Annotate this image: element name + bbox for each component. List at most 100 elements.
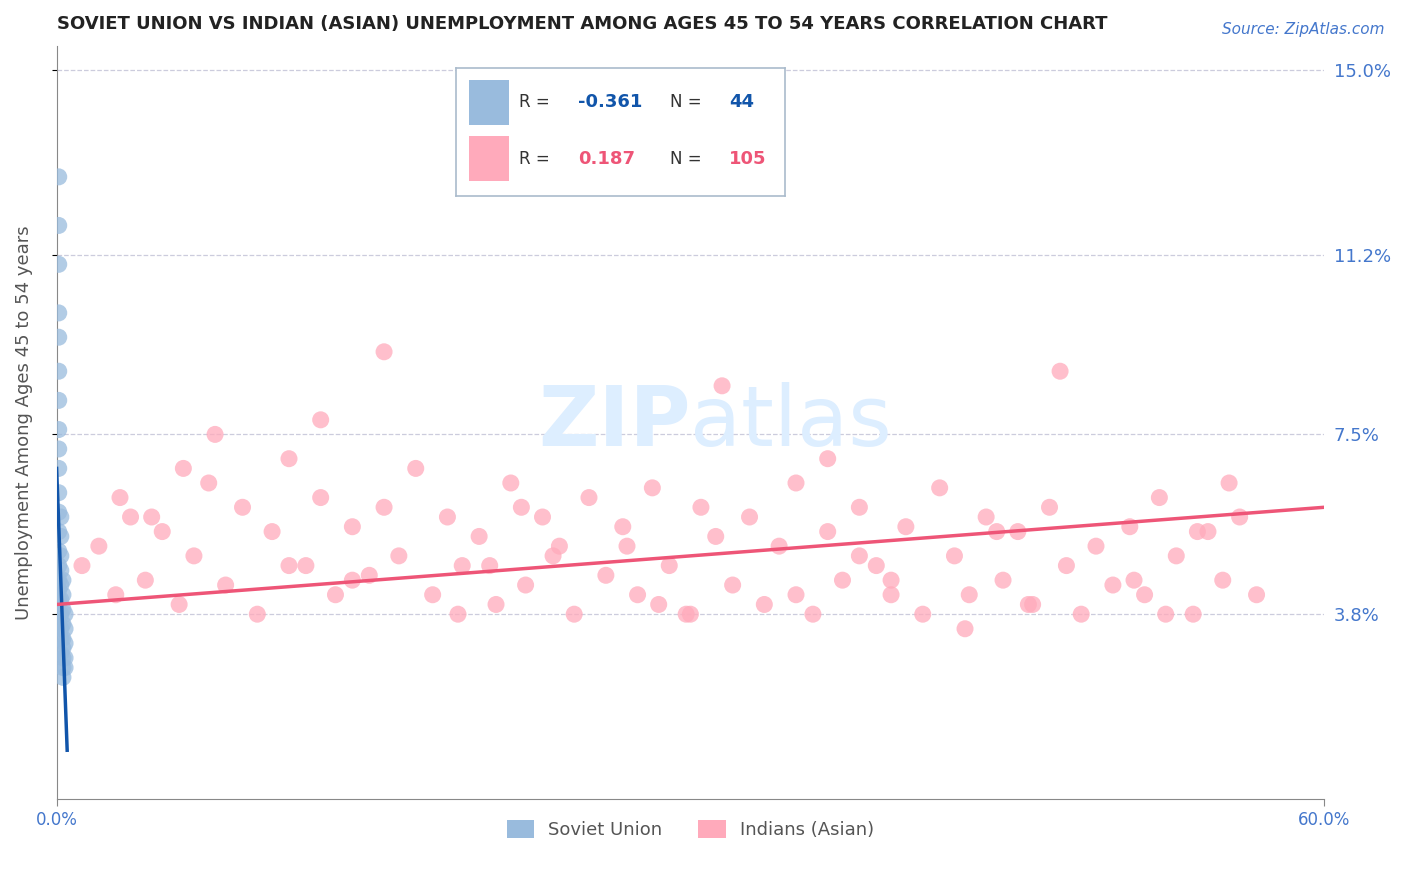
Point <box>405 461 427 475</box>
Point <box>1054 558 1077 573</box>
Text: ZIP: ZIP <box>538 382 690 463</box>
Point <box>48 544 70 558</box>
Point <box>309 413 332 427</box>
Point <box>49 646 72 660</box>
Point <box>70 558 93 573</box>
Point <box>436 510 458 524</box>
Point <box>1246 588 1268 602</box>
Point <box>785 475 807 490</box>
Point <box>48 607 70 622</box>
Point <box>49 510 72 524</box>
Point <box>1049 364 1071 378</box>
Point <box>48 257 70 271</box>
Point <box>515 578 537 592</box>
Point <box>49 549 72 563</box>
Point <box>48 330 70 344</box>
Point <box>53 622 76 636</box>
Point <box>754 598 776 612</box>
Point <box>911 607 934 622</box>
Text: SOVIET UNION VS INDIAN (ASIAN) UNEMPLOYMENT AMONG AGES 45 TO 54 YEARS CORRELATIO: SOVIET UNION VS INDIAN (ASIAN) UNEMPLOYM… <box>56 15 1107 33</box>
Point <box>953 622 976 636</box>
Point <box>468 529 491 543</box>
Point <box>541 549 564 563</box>
Point <box>48 485 70 500</box>
Point <box>48 616 70 631</box>
Point <box>641 481 664 495</box>
Text: Source: ZipAtlas.com: Source: ZipAtlas.com <box>1222 22 1385 37</box>
Point <box>1154 607 1177 622</box>
Point <box>373 500 395 515</box>
Point <box>957 588 980 602</box>
Point <box>943 549 966 563</box>
Point <box>52 602 75 616</box>
Point <box>831 573 853 587</box>
Point <box>53 607 76 622</box>
Point <box>704 529 727 543</box>
Point <box>848 500 870 515</box>
Point <box>48 461 70 475</box>
Point <box>53 660 76 674</box>
Point <box>785 588 807 602</box>
Point <box>141 510 163 524</box>
Point <box>48 592 70 607</box>
Point <box>49 529 72 543</box>
Point <box>48 505 70 519</box>
Point <box>108 491 131 505</box>
Point <box>52 616 75 631</box>
Point <box>894 519 917 533</box>
Point <box>1133 588 1156 602</box>
Point <box>616 539 638 553</box>
Point <box>1149 491 1171 505</box>
Point <box>134 573 156 587</box>
Y-axis label: Unemployment Among Ages 45 to 54 years: Unemployment Among Ages 45 to 54 years <box>15 225 32 620</box>
Point <box>52 641 75 656</box>
Point <box>485 598 508 612</box>
Point <box>578 491 600 505</box>
Point <box>48 442 70 456</box>
Point <box>986 524 1008 539</box>
Point <box>104 588 127 602</box>
Point <box>865 558 887 573</box>
Point <box>880 588 903 602</box>
Point <box>309 491 332 505</box>
Point <box>548 539 571 553</box>
Point <box>150 524 173 539</box>
Point <box>647 598 669 612</box>
Point <box>167 598 190 612</box>
Point <box>1017 598 1039 612</box>
Point <box>48 573 70 587</box>
Point <box>675 607 697 622</box>
Point <box>231 500 253 515</box>
Point <box>278 558 301 573</box>
Point <box>52 588 75 602</box>
Point <box>768 539 790 553</box>
Point <box>359 568 381 582</box>
Point <box>1119 519 1142 533</box>
Point <box>52 573 75 587</box>
Point <box>49 578 72 592</box>
Point <box>52 632 75 646</box>
Point <box>974 510 997 524</box>
Point <box>342 573 364 587</box>
Point <box>183 549 205 563</box>
Point <box>1197 524 1219 539</box>
Point <box>1229 510 1251 524</box>
Point <box>612 519 634 533</box>
Point <box>595 568 617 582</box>
Point <box>48 169 70 184</box>
Point <box>49 564 72 578</box>
Point <box>1085 539 1108 553</box>
Point <box>214 578 236 592</box>
Point <box>48 558 70 573</box>
Point <box>49 592 72 607</box>
Point <box>48 423 70 437</box>
Point <box>880 573 903 587</box>
Point <box>197 475 219 490</box>
Point <box>711 379 734 393</box>
Point <box>278 451 301 466</box>
Point <box>325 588 347 602</box>
Point <box>87 539 110 553</box>
Point <box>422 588 444 602</box>
Point <box>48 364 70 378</box>
Point <box>373 344 395 359</box>
